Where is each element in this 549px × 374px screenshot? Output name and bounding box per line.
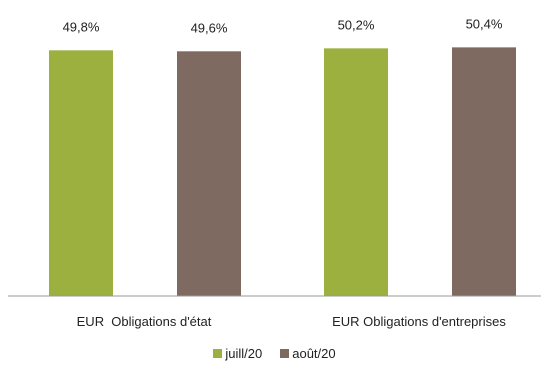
- data-label-juill-0: 49,8%: [63, 19, 100, 34]
- category-label-0: EUR Obligations d'état: [77, 314, 212, 329]
- data-label-juill-1: 50,2%: [338, 17, 375, 32]
- legend-swatch-juill: [213, 349, 223, 358]
- legend-item-juill: juill/20: [213, 346, 262, 361]
- chart-legend: juill/20 août/20: [0, 346, 549, 361]
- category-label-1: EUR Obligations d'entreprises: [332, 314, 506, 329]
- bar-juill-0: [49, 50, 113, 296]
- data-label-aout-1: 50,4%: [466, 16, 503, 31]
- bar-juill-1: [324, 48, 388, 297]
- legend-label-juill: juill/20: [225, 346, 263, 361]
- data-label-aout-0: 49,6%: [191, 20, 228, 35]
- legend-item-aout: août/20: [280, 346, 336, 361]
- bar-aout-1: [452, 47, 516, 296]
- legend-swatch-aout: [280, 349, 290, 358]
- bar-aout-0: [177, 51, 241, 296]
- legend-label-aout: août/20: [292, 346, 336, 361]
